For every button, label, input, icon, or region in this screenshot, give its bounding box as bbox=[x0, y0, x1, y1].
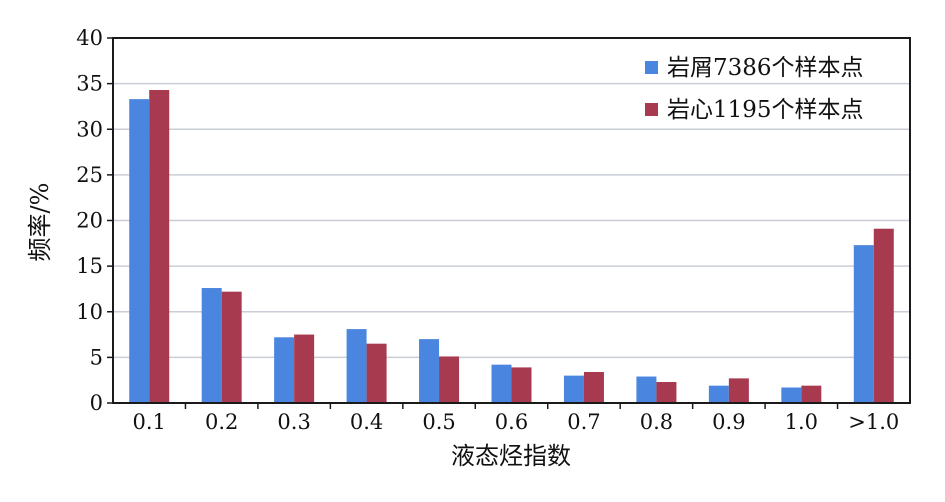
bar-cuttings-3 bbox=[274, 337, 295, 403]
bar-cuttings-5 bbox=[419, 339, 440, 403]
x-tick-label: 1.0 bbox=[785, 410, 818, 434]
legend-label: 岩心1195个样本点 bbox=[667, 97, 864, 123]
bar-cuttings-7 bbox=[563, 375, 584, 403]
bar-cuttings-11 bbox=[853, 245, 874, 403]
y-tick-label: 20 bbox=[76, 209, 103, 233]
y-tick-label: 30 bbox=[76, 117, 103, 141]
y-axis-title: 频率/% bbox=[26, 183, 54, 262]
y-tick-label: 35 bbox=[76, 72, 103, 96]
x-axis-ticks: 0.1 0.2 0.3 0.4 0.5 0.6 0.7 0.8 0.9 1.0 >1.0 bbox=[133, 403, 899, 434]
bars bbox=[129, 90, 894, 403]
bar-core-3 bbox=[294, 334, 315, 403]
y-tick-label: 25 bbox=[76, 163, 103, 187]
x-tick-label: 0.1 bbox=[133, 410, 166, 434]
bar-cuttings-8 bbox=[636, 376, 657, 403]
bar-core-5 bbox=[439, 356, 460, 403]
y-axis-ticks: 0 5 10 15 20 25 30 35 40 bbox=[76, 26, 113, 415]
y-tick-label: 0 bbox=[90, 391, 103, 415]
legend-swatch bbox=[645, 61, 658, 74]
bar-core-6 bbox=[511, 367, 532, 403]
bar-cuttings-4 bbox=[346, 329, 367, 403]
bar-core-7 bbox=[583, 371, 604, 403]
y-tick-label: 40 bbox=[76, 26, 103, 50]
x-tick-label: 0.8 bbox=[640, 410, 673, 434]
bar-cuttings-2 bbox=[201, 288, 222, 403]
x-tick-label: 0.9 bbox=[712, 410, 745, 434]
x-tick-label: 0.7 bbox=[567, 410, 600, 434]
y-tick-label: 10 bbox=[76, 300, 103, 324]
bar-core-11 bbox=[873, 228, 894, 403]
x-tick-label: 0.6 bbox=[495, 410, 528, 434]
x-tick-label: 0.4 bbox=[350, 410, 383, 434]
x-tick-label: 0.2 bbox=[205, 410, 238, 434]
legend-label: 岩屑7386个样本点 bbox=[667, 55, 864, 81]
bar-core-10 bbox=[801, 385, 822, 403]
y-tick-label: 5 bbox=[90, 345, 103, 369]
bar-core-8 bbox=[656, 382, 677, 403]
legend-swatch bbox=[645, 103, 658, 116]
bar-core-2 bbox=[221, 291, 242, 403]
bar-core-4 bbox=[366, 343, 387, 403]
bar-cuttings-10 bbox=[781, 387, 802, 403]
bar-cuttings-9 bbox=[708, 385, 729, 403]
bar-core-9 bbox=[728, 378, 749, 403]
x-tick-label: >1.0 bbox=[848, 410, 899, 434]
x-axis-title: 液态烃指数 bbox=[451, 442, 571, 470]
x-tick-label: 0.5 bbox=[422, 410, 455, 434]
x-tick-label: 0.3 bbox=[277, 410, 310, 434]
bar-cuttings-1 bbox=[129, 99, 150, 403]
bar-core-1 bbox=[149, 90, 170, 403]
y-tick-label: 15 bbox=[76, 254, 103, 278]
bar-cuttings-6 bbox=[491, 364, 512, 403]
gridlines bbox=[113, 82, 910, 359]
